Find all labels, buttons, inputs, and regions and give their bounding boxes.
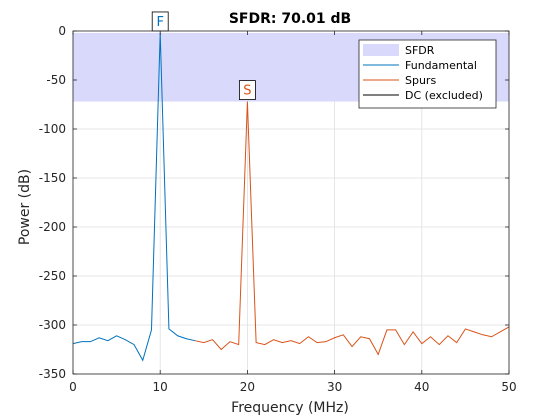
y-tick-label: -150: [39, 171, 66, 185]
y-tick-label: -200: [39, 220, 66, 234]
x-tick-label: 10: [153, 380, 168, 394]
legend-swatch-sfdr: [363, 44, 399, 56]
y-tick-label: 0: [58, 24, 66, 38]
x-axis-label: Frequency (MHz): [231, 400, 349, 416]
x-tick-label: 40: [414, 380, 429, 394]
legend-label-sfdr: SFDR: [405, 44, 435, 57]
axis-ticks: 0 10 20 30 40 50 0 -50 -100 -150 -200 -250 -300 -350: [39, 24, 517, 394]
marker-box: [238, 80, 256, 100]
x-tick-label: 20: [240, 380, 255, 394]
y-tick-label: -100: [39, 122, 66, 136]
x-tick-label: 50: [501, 380, 516, 394]
series-line-spurs: [194, 101, 510, 356]
legend-label: Fundamental: [405, 59, 477, 72]
y-tick-label: -50: [46, 73, 66, 87]
y-axis-label: Power (dB): [17, 169, 33, 245]
peak-markers: FS: [151, 11, 256, 100]
chart-title: SFDR: 70.01 dB: [229, 11, 351, 27]
x-tick-label: 30: [327, 380, 342, 394]
y-tick-label: -300: [39, 318, 66, 332]
y-tick-label: -250: [39, 269, 66, 283]
series-line-fundamental: [72, 32, 196, 362]
axes-box: [72, 30, 510, 375]
marker-label: S: [243, 84, 251, 99]
marker-label: F: [156, 15, 163, 30]
legend-label: Spurs: [405, 74, 436, 87]
series-group: [72, 32, 510, 362]
y-tick-label: -350: [39, 367, 66, 381]
legend: SFDR Fundamental Spurs DC (excluded): [358, 39, 497, 109]
legend-label: DC (excluded): [405, 89, 483, 102]
x-tick-label: 0: [69, 380, 77, 394]
